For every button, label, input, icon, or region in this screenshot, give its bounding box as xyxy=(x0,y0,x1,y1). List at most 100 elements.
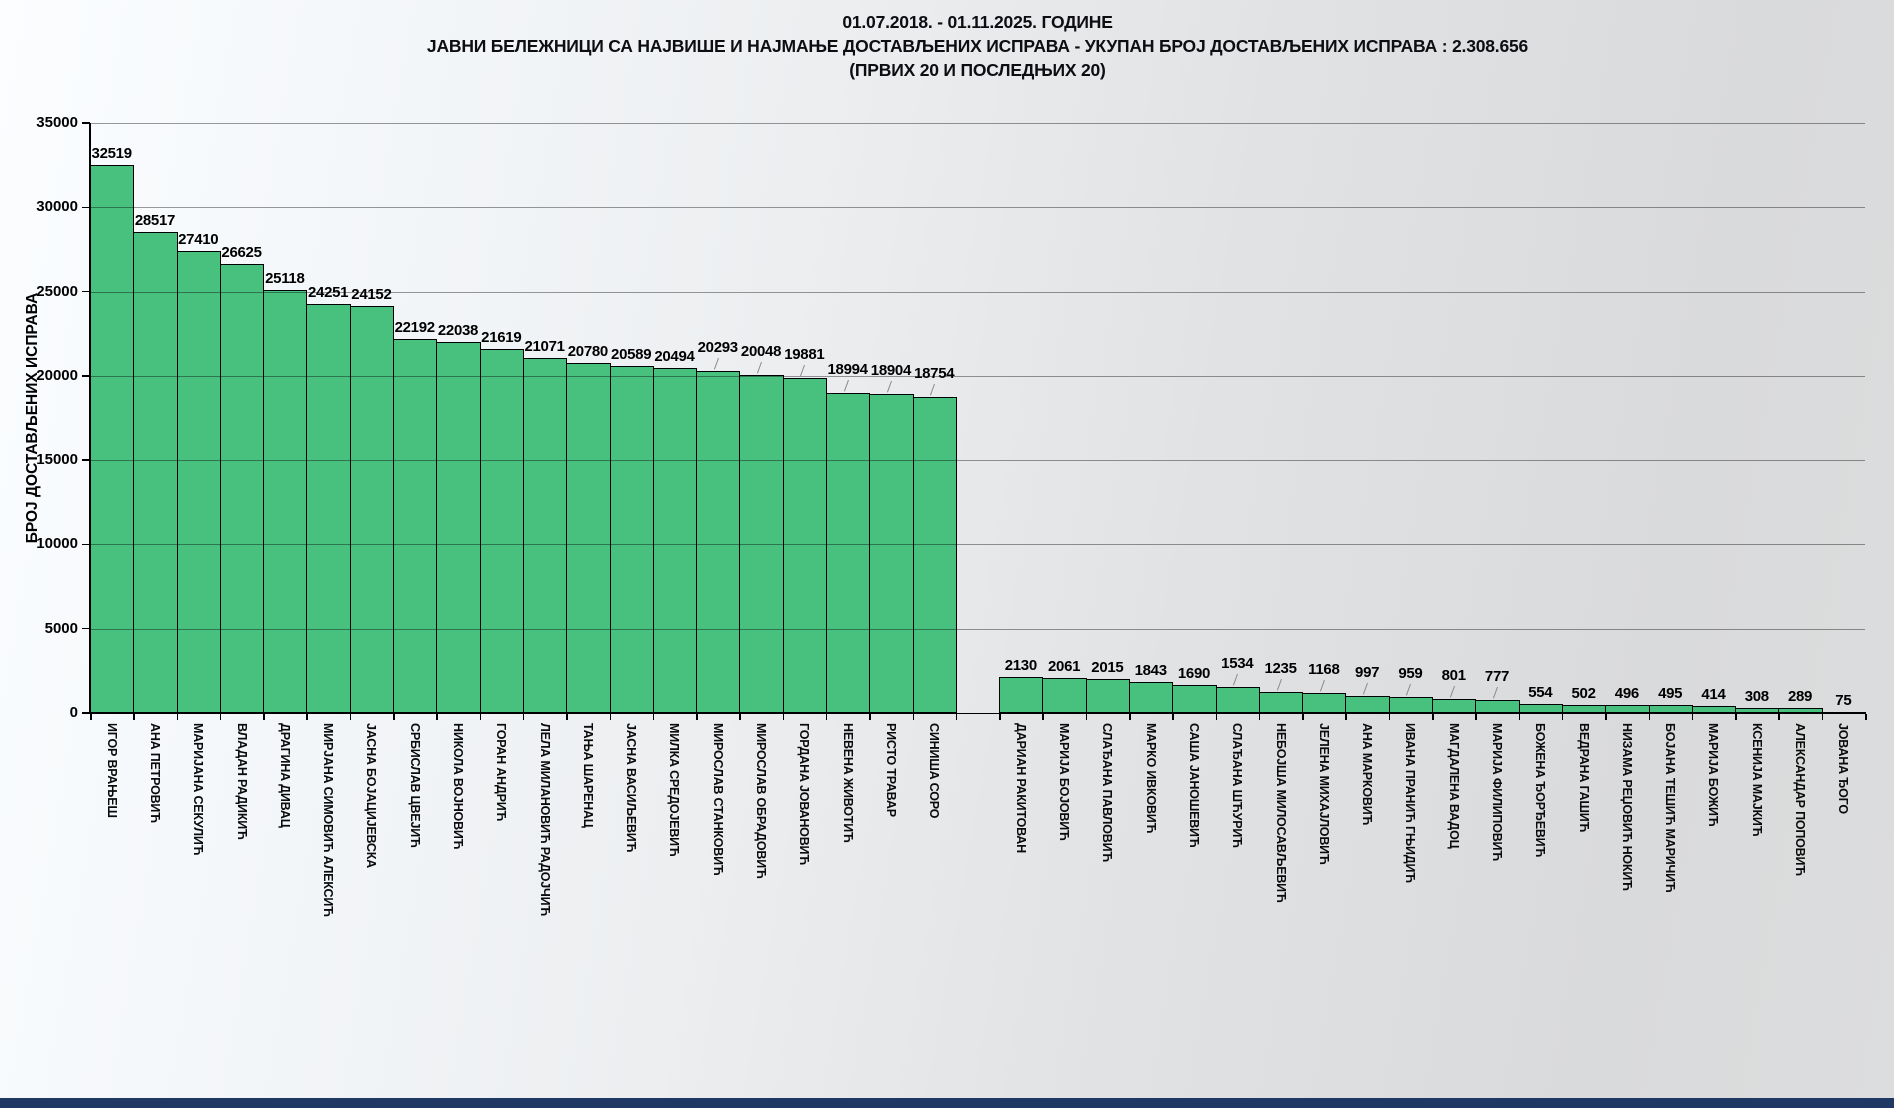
x-axis-label: ЛЕЛА МИЛАНОВИЋ РАДОЈЧИЋ xyxy=(537,723,552,917)
x-axis-label: ИГОР ВРАЊЕШ xyxy=(104,723,119,818)
x-tick-mark xyxy=(393,714,395,720)
bar xyxy=(609,365,654,713)
x-axis-label: СРБИСЛАВ ЦВЕЈИЋ xyxy=(407,723,422,848)
x-axis-label: МИРОСЛАВ СТАНКОВИЋ xyxy=(710,723,725,876)
bar xyxy=(566,362,611,713)
x-tick-mark xyxy=(1085,714,1088,720)
x-tick-mark xyxy=(1778,714,1780,720)
bar-value-label: 26625 xyxy=(221,244,262,262)
bar-value-label: 22038 xyxy=(437,321,479,339)
x-axis-label: ДРАГИНА ДИВАЦ xyxy=(277,723,292,828)
y-tick-mark xyxy=(82,459,90,461)
x-axis-label: ЈОВАНА ЂОГО xyxy=(1836,723,1851,814)
x-tick-mark xyxy=(1865,714,1867,720)
bar-value-label: 21619 xyxy=(481,328,522,346)
bar-value-label: 2015 xyxy=(1091,659,1124,677)
x-axis-label: МИЛКА СРЕДОЈЕВИЋ xyxy=(667,723,682,857)
x-axis-label: ГОРДАНА ЈОВАНОВИЋ xyxy=(797,723,812,866)
bar xyxy=(219,264,265,713)
x-axis-label: МАРИЈА БОЈОВИЋ xyxy=(1057,723,1072,841)
bar-value-label: 1534 xyxy=(1221,655,1254,673)
y-tick-mark xyxy=(82,712,90,714)
x-axis-label: НИЗАМА РЕЏОВИЋ НОКИЋ xyxy=(1619,723,1634,891)
value-leader-line xyxy=(1406,683,1412,696)
x-axis-label: МАРИЈА ФИЛИПОВИЋ xyxy=(1490,723,1504,862)
x-tick-mark xyxy=(176,714,179,720)
y-tick-label: 30000 xyxy=(36,198,78,216)
x-tick-mark xyxy=(306,714,308,720)
y-tick-label: 0 xyxy=(69,704,78,721)
x-axis-label: СИНИША СОРО xyxy=(927,723,942,819)
y-tick-label: 25000 xyxy=(36,282,78,300)
x-axis-label: КСЕНИЈА МАЈКИЋ xyxy=(1749,723,1764,837)
x-tick-mark xyxy=(1691,714,1694,720)
chart-title-line3: (ПРВИХ 20 И ПОСЛЕДЊИХ 20) xyxy=(849,60,1106,80)
bar-value-label: 997 xyxy=(1355,664,1380,682)
bar xyxy=(1215,687,1260,713)
x-tick-mark xyxy=(1561,714,1564,720)
x-axis-label: НЕВЕНА ЖИВОТИЋ xyxy=(840,723,855,843)
bar xyxy=(133,232,178,713)
x-tick-mark xyxy=(1345,714,1347,720)
y-tick-mark xyxy=(82,122,90,124)
x-axis-label: ЈАСНА БОЈАЦИЈЕВСКА xyxy=(364,723,379,868)
bar xyxy=(306,304,351,713)
bar xyxy=(1042,678,1087,713)
x-tick-mark xyxy=(1172,714,1174,720)
x-axis-label: ЈАСНА ВАСИЉЕВИЋ xyxy=(624,723,639,853)
gridline xyxy=(90,123,1865,124)
bar xyxy=(912,396,957,713)
gridline xyxy=(90,460,1865,462)
bar-value-label: 20293 xyxy=(697,338,739,356)
bar xyxy=(999,677,1044,713)
x-axis-label: НЕБОЈША МИЛОСАВЉЕВИЋ xyxy=(1273,723,1288,903)
bar-value-label: 554 xyxy=(1528,683,1553,701)
x-axis-label: МАРКО ИВКОВИЋ xyxy=(1143,723,1158,834)
x-tick-mark xyxy=(133,714,135,720)
bar-value-label: 1168 xyxy=(1308,661,1340,679)
x-axis-label: ДАРИАН РАКИТОВАН xyxy=(1013,723,1028,853)
y-tick-label: 35000 xyxy=(36,114,78,131)
chart-title-line2: ЈАВНИ БЕЛЕЖНИЦИ СА НАЈВИШЕ И НАЈМАЊЕ ДОС… xyxy=(426,36,1529,56)
x-axis-label: ВЕДРАНА ГАШИЋ xyxy=(1576,723,1591,833)
bar xyxy=(522,357,568,713)
bar-value-label: 25118 xyxy=(265,269,305,287)
bar-value-label: 414 xyxy=(1701,686,1726,704)
bar-value-label: 24251 xyxy=(308,284,349,302)
bar-value-label: 24152 xyxy=(351,285,392,303)
x-axis-label: МИРЈАНА СИМОВИЋ АЛЕКСИЋ xyxy=(321,723,336,917)
x-axis-label: АНА МАРКОВИЋ xyxy=(1360,723,1375,826)
bar-value-label: 495 xyxy=(1658,684,1683,702)
x-tick-mark xyxy=(522,714,525,720)
value-leader-line xyxy=(930,383,936,396)
x-axis-label: ВЛАДАН РАДИКИЋ xyxy=(234,723,249,840)
x-tick-mark xyxy=(825,714,828,720)
x-tick-mark xyxy=(1648,714,1651,720)
x-tick-mark xyxy=(696,714,698,720)
x-tick-mark xyxy=(566,714,568,720)
y-tick-mark xyxy=(82,206,90,209)
bar-value-label: 20780 xyxy=(567,342,609,360)
x-tick-mark xyxy=(1302,714,1304,720)
value-leader-line xyxy=(713,357,719,370)
x-axis-label: БОЖЕНА ЂОРЂЕВИЋ xyxy=(1533,723,1548,858)
bar-value-label: 21071 xyxy=(524,337,565,355)
bar-value-label: 2130 xyxy=(1004,657,1037,675)
x-tick-mark xyxy=(999,714,1001,720)
x-tick-mark xyxy=(1215,714,1218,720)
value-leader-line xyxy=(1363,683,1369,695)
x-tick-mark xyxy=(739,714,741,720)
value-leader-line xyxy=(843,379,849,392)
y-tick-label: 5000 xyxy=(44,619,78,637)
bar xyxy=(1129,681,1174,713)
bar-value-label: 496 xyxy=(1614,684,1639,702)
x-tick-mark xyxy=(1518,714,1521,720)
bar-value-label: 1235 xyxy=(1264,660,1297,678)
gridline xyxy=(90,544,1865,546)
bar-value-label: 777 xyxy=(1484,667,1510,685)
x-axis-label: ИВАНА ПРАНИЋ ГЊИДИЋ xyxy=(1403,723,1418,883)
x-axis-label: МАГДАЛЕНА ВАДОЦ xyxy=(1446,723,1461,849)
bar-value-label: 1843 xyxy=(1134,661,1167,679)
value-leader-line xyxy=(1276,679,1282,691)
